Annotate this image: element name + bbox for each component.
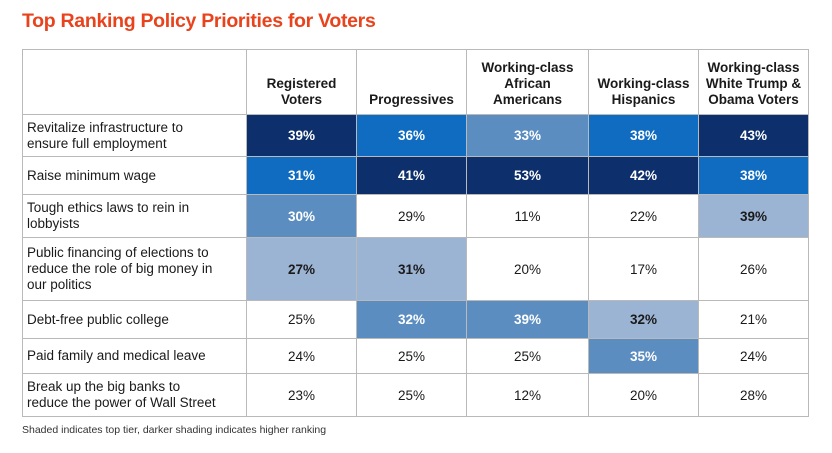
column-header-line: Working-class	[481, 60, 574, 75]
column-header: Progressives	[356, 49, 467, 115]
column-header: Working-class White Trump & Obama Voters	[698, 49, 809, 115]
row-label-line: Debt-free public college	[27, 311, 169, 327]
value-cell: 20%	[588, 373, 699, 417]
column-header-line: Voters	[280, 92, 322, 107]
value-cell: 25%	[356, 338, 467, 374]
value-cell: 38%	[588, 114, 699, 157]
header-row: Registered Voters Progressives Working-clas…	[22, 49, 809, 115]
column-header: Registered Voters	[246, 49, 357, 115]
value-cell: 38%	[698, 156, 809, 195]
value-cell: 11%	[466, 194, 589, 238]
row-label-line: Public financing of elections to	[27, 245, 209, 260]
value-cell: 24%	[246, 338, 357, 374]
value-cell: 27%	[246, 237, 357, 301]
row-label-line: Revitalize infrastructure to	[27, 119, 184, 135]
row-label: Debt-free public college	[22, 300, 247, 339]
value-cell: 39%	[246, 114, 357, 157]
value-cell: 26%	[698, 237, 809, 301]
value-cell: 30%	[246, 194, 357, 238]
table-row: Debt-free public college 25% 32% 39% 32% 21%	[22, 300, 809, 339]
row-label-line: our politics	[27, 277, 92, 292]
footnote: Shaded indicates top tier, darker shadin…	[22, 424, 327, 436]
column-header-line: African	[504, 76, 551, 91]
row-label-line: Raise minimum wage	[27, 167, 157, 183]
value-cell: 24%	[698, 338, 809, 374]
value-cell: 53%	[466, 156, 589, 195]
priorities-table: Registered Voters Progressives Working-clas…	[22, 49, 809, 417]
column-header-line: Obama Voters	[708, 92, 799, 107]
value-cell: 28%	[698, 373, 809, 417]
row-label: Break up the big banks to reduce the powe…	[22, 373, 247, 417]
column-header-line: Registered	[266, 76, 337, 91]
row-label-line: Break up the big banks to	[27, 379, 181, 394]
value-cell: 23%	[246, 373, 357, 417]
value-cell: 39%	[466, 300, 589, 339]
column-header: Working-class Hispanics	[588, 49, 699, 115]
column-header-line: Working-class	[707, 60, 800, 75]
value-cell: 22%	[588, 194, 699, 238]
row-label: Raise minimum wage	[22, 156, 247, 195]
value-cell: 20%	[466, 237, 589, 301]
row-label: Revitalize infrastructure to ensure full …	[22, 114, 247, 157]
column-header: Working-class African Americans	[466, 49, 589, 115]
row-label-line: reduce the power of Wall Street	[27, 395, 216, 410]
table-row: Tough ethics laws to rein in lobbyists 30%…	[22, 194, 809, 238]
table-row: Paid family and medical leave 24% 25% 25% 35…	[22, 338, 809, 374]
column-header-line: Progressives	[369, 92, 454, 107]
value-cell: 32%	[356, 300, 467, 339]
value-cell: 25%	[466, 338, 589, 374]
value-cell: 32%	[588, 300, 699, 339]
value-cell: 31%	[246, 156, 357, 195]
value-cell: 36%	[356, 114, 467, 157]
value-cell: 43%	[698, 114, 809, 157]
header-corner-cell	[22, 49, 247, 115]
value-cell: 31%	[356, 237, 467, 301]
value-cell: 17%	[588, 237, 699, 301]
table-row: Break up the big banks to reduce the powe…	[22, 373, 809, 417]
table-row: Public financing of elections to reduce t…	[22, 237, 809, 301]
table-row: Revitalize infrastructure to ensure full …	[22, 114, 809, 157]
row-label: Paid family and medical leave	[22, 338, 247, 374]
row-label-line: lobbyists	[27, 216, 80, 231]
row-label-line: Tough ethics laws to rein in	[27, 200, 190, 215]
value-cell: 42%	[588, 156, 699, 195]
column-header-line: Hispanics	[611, 92, 676, 107]
row-label-line: Paid family and medical leave	[27, 348, 206, 363]
value-cell: 41%	[356, 156, 467, 195]
value-cell: 25%	[356, 373, 467, 417]
column-header-line: Working-class	[597, 76, 690, 91]
row-label: Tough ethics laws to rein in lobbyists	[22, 194, 247, 238]
value-cell: 12%	[466, 373, 589, 417]
value-cell: 33%	[466, 114, 589, 157]
value-cell: 21%	[698, 300, 809, 339]
column-header-line: Americans	[492, 92, 563, 107]
column-header-line: White Trump &	[705, 76, 802, 91]
row-label-line: reduce the role of big money in	[27, 261, 213, 276]
value-cell: 35%	[588, 338, 699, 374]
row-label: Public financing of elections to reduce t…	[22, 237, 247, 301]
chart-title: Top Ranking Policy Priorities for Voters	[22, 10, 376, 32]
value-cell: 39%	[698, 194, 809, 238]
value-cell: 25%	[246, 300, 357, 339]
row-label-line: ensure full employment	[27, 135, 167, 151]
value-cell: 29%	[356, 194, 467, 238]
table-row: Raise minimum wage 31% 41% 53% 42% 38%	[22, 156, 809, 195]
